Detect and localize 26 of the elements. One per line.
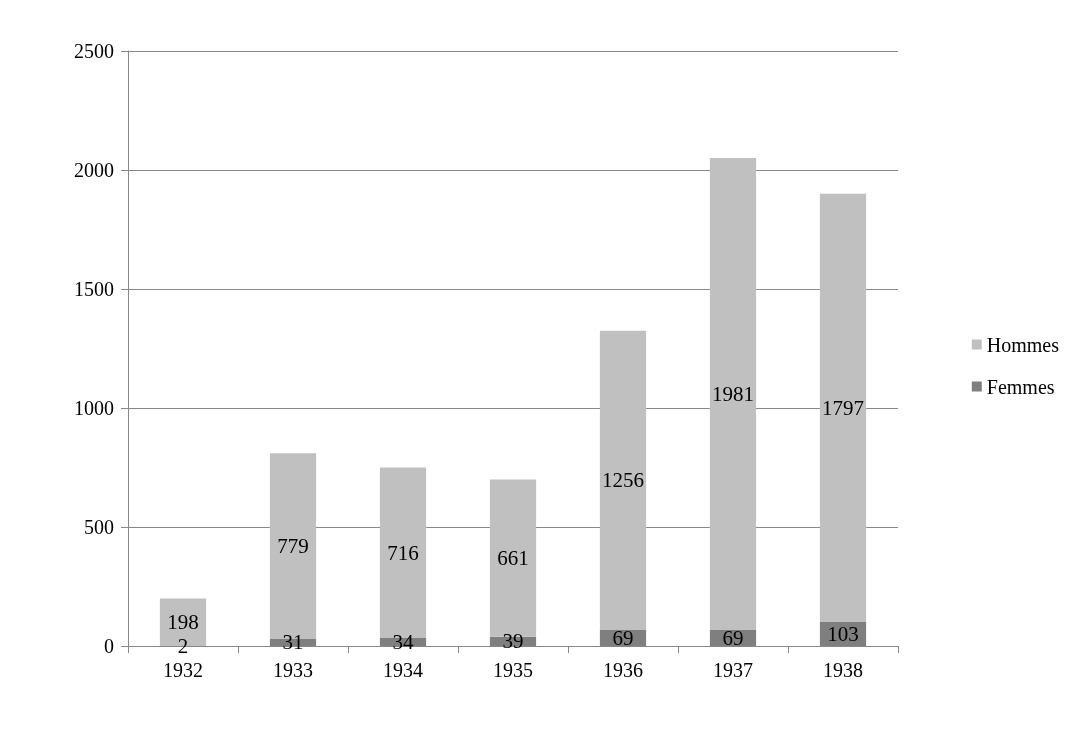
data-label: 1256 [602, 468, 644, 493]
x-tick-label: 1933 [273, 659, 313, 681]
x-tick-label: 1935 [493, 659, 533, 681]
legend-label: Hommes [986, 333, 1060, 356]
y-tick-label: 500 [84, 516, 114, 538]
data-label: 69 [612, 625, 634, 650]
data-label: 779 [277, 533, 309, 558]
x-tick-label: 1937 [713, 659, 753, 681]
data-label: 1981 [712, 381, 754, 406]
y-tick-label: 1000 [74, 397, 114, 419]
x-tick-label: 1938 [823, 659, 863, 681]
data-label: 198 [167, 609, 199, 634]
y-tick-label: 1500 [74, 278, 114, 300]
data-label: 716 [387, 540, 419, 565]
x-tick-label: 1934 [383, 659, 423, 681]
data-label: 2 [177, 633, 189, 658]
data-label: 661 [497, 546, 529, 571]
y-tick-label: 2500 [74, 40, 114, 62]
y-tick-label: 2000 [74, 159, 114, 181]
data-label: 69 [722, 625, 744, 650]
y-tick-label: 0 [104, 635, 114, 657]
x-tick-label: 1932 [163, 659, 203, 681]
data-label: 103 [827, 621, 859, 646]
data-label: 1797 [822, 395, 864, 420]
legend-label: Femmes [986, 375, 1055, 398]
x-tick-label: 1936 [603, 659, 643, 681]
